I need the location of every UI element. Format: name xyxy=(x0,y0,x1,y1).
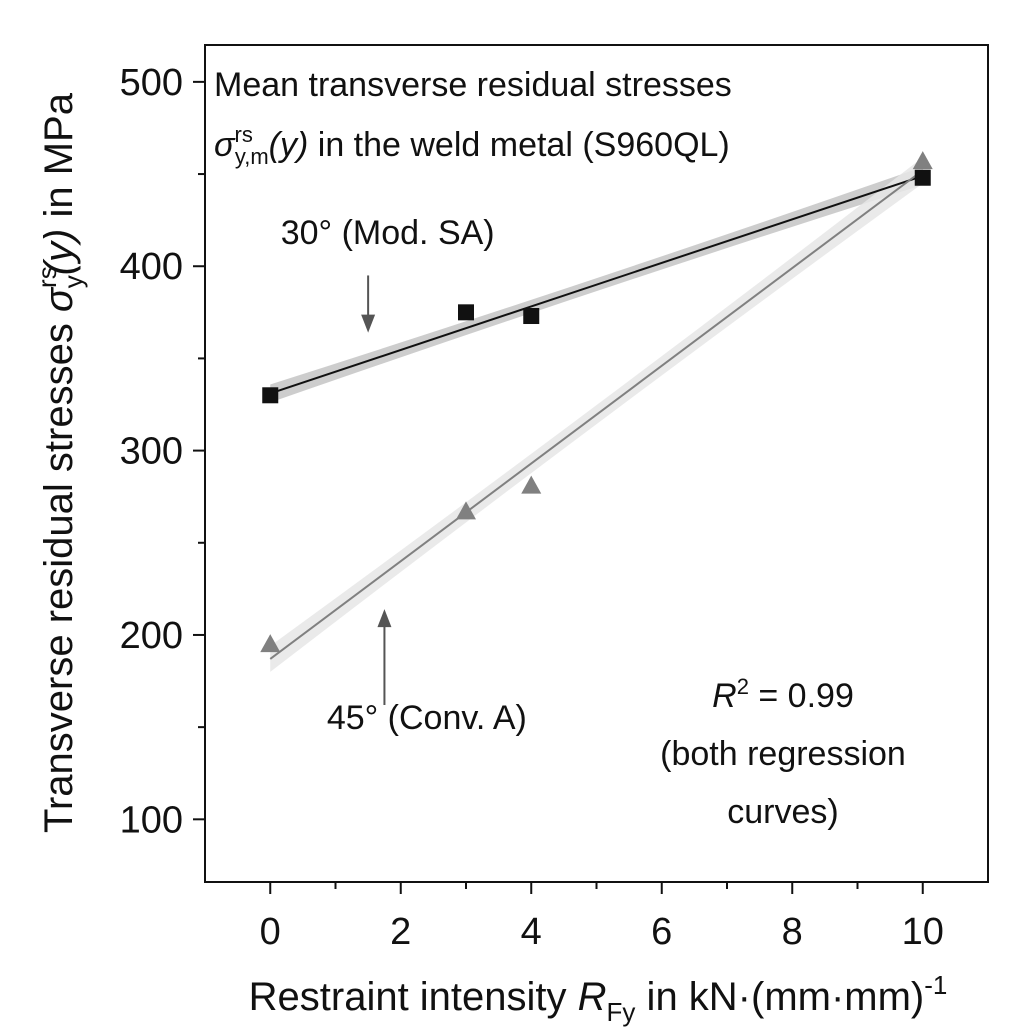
x-tick-label: 2 xyxy=(390,911,411,953)
y-axis-ticks: 100 200 300 400 500 xyxy=(120,62,205,841)
sigma-argument: (y) xyxy=(269,126,309,164)
marker-square-30deg xyxy=(262,387,279,404)
sigma-superscript: rs xyxy=(235,122,253,147)
y-axis-label-var: σ xyxy=(37,286,81,312)
marker-square-30deg xyxy=(914,169,931,186)
x-axis-ticks: 0 2 4 6 8 10 xyxy=(260,882,944,953)
y-axis-label-sub: y xyxy=(58,275,88,288)
x-axis-label-sup: -1 xyxy=(924,970,947,1000)
y-axis-label: Transverse residual stresses σrsy(y) in … xyxy=(32,92,88,833)
marker-triangle-45deg xyxy=(521,475,542,494)
marker-triangle-45deg xyxy=(260,634,281,653)
marker-triangle-45deg xyxy=(456,501,476,520)
x-axis-label-sub: Fy xyxy=(607,997,636,1027)
x-tick-label: 10 xyxy=(902,911,944,953)
regression-line-45deg xyxy=(269,169,924,660)
y-tick-label: 400 xyxy=(120,246,183,288)
y-tick-label: 200 xyxy=(120,615,183,657)
series-label-30deg: 30° (Mod. SA) xyxy=(281,214,495,252)
r2-superscript: 2 xyxy=(737,674,749,699)
x-axis-label-unit: in kN·(mm·mm) xyxy=(635,975,924,1019)
annotation-arrows xyxy=(361,275,392,706)
marker-square-30deg xyxy=(523,308,540,325)
x-axis-label-var: R xyxy=(578,975,607,1019)
y-axis-label-unit: in MPa xyxy=(37,92,81,228)
x-tick-label: 6 xyxy=(651,911,672,953)
sigma-symbol: σ xyxy=(214,126,236,164)
y-axis-label-arg: (y) xyxy=(37,229,81,276)
y-axis-label-sup: rs xyxy=(32,266,62,288)
y-tick-label: 100 xyxy=(120,799,183,841)
arrow-30-head xyxy=(361,314,376,333)
y-tick-label: 500 xyxy=(120,62,183,104)
x-axis-label: Restraint intensity RFy in kN·(mm·mm)-1 xyxy=(249,970,948,1027)
sigma-subscript: y,m xyxy=(235,144,269,169)
marker-triangle-45deg xyxy=(912,151,933,170)
r2-value: R2 = 0.99 xyxy=(712,674,854,715)
marker-square-30deg xyxy=(458,304,474,321)
annotation-title-line1: Mean transverse residual stresses xyxy=(214,66,732,104)
series-label-45deg: 45° (Conv. A) xyxy=(327,699,527,737)
r2-var: R xyxy=(712,677,737,715)
x-axis-label-text: Restraint intensity xyxy=(249,975,578,1019)
annotation-title-line2: σrs y,m(y) in the weld metal (S960QL) xyxy=(214,122,730,169)
r2-number: = 0.99 xyxy=(749,677,854,715)
regression-line-30deg xyxy=(269,174,924,395)
y-axis-label-text: Transverse residual stresses xyxy=(37,312,81,833)
r2-note-line3: curves) xyxy=(727,793,838,831)
arrow-45-head xyxy=(377,609,392,628)
regression-lines xyxy=(269,169,924,660)
x-tick-label: 4 xyxy=(521,911,542,953)
r2-note-line2: (both regression xyxy=(660,735,906,773)
y-tick-label: 300 xyxy=(120,431,183,473)
x-tick-label: 8 xyxy=(782,911,803,953)
data-points xyxy=(260,151,933,653)
annotation-title-rest: in the weld metal (S960QL) xyxy=(308,126,729,164)
x-tick-label: 0 xyxy=(260,911,281,953)
